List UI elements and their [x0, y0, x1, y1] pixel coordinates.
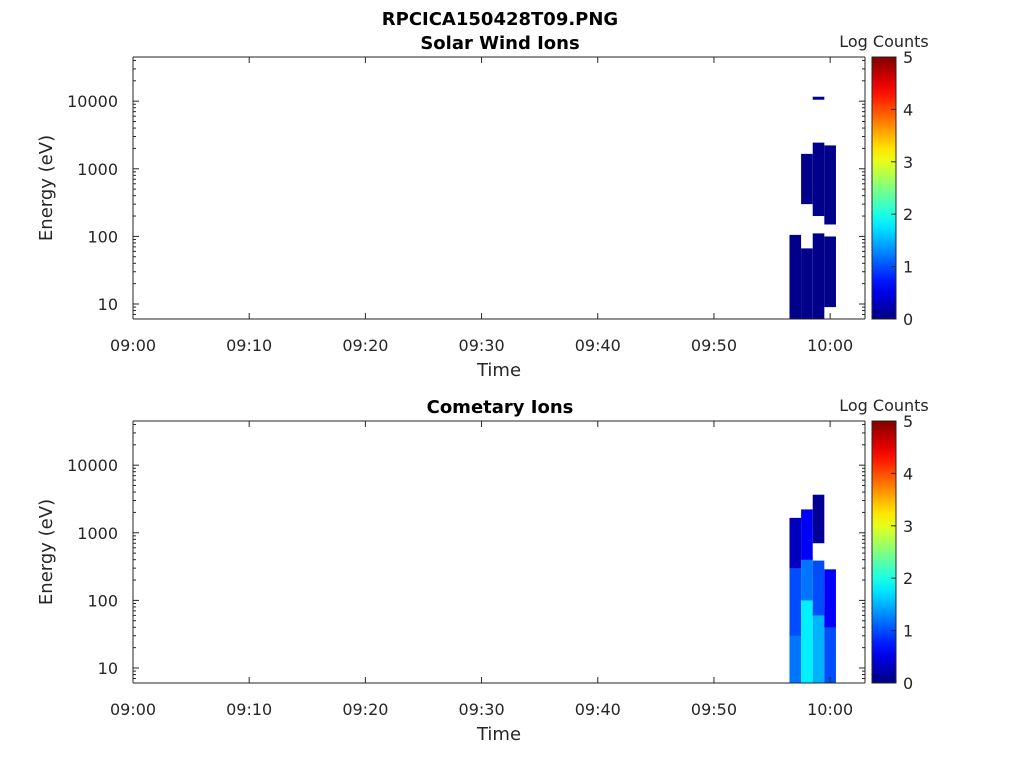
heatmap-cell [801, 248, 813, 319]
colorbar-tick-label: 0 [903, 674, 913, 693]
x-tick-label: 09:30 [459, 700, 505, 719]
x-tick-label: 09:20 [342, 336, 388, 355]
panel-title: Solar Wind Ions [420, 33, 579, 54]
heatmap-cell [801, 509, 813, 560]
x-tick-label: 10:00 [807, 336, 853, 355]
colorbar-label: Log Counts [839, 396, 929, 415]
heatmap-cell [824, 569, 836, 628]
x-axis-label: Time [476, 360, 521, 381]
heatmap-cell [812, 494, 825, 544]
x-tick-label: 09:40 [575, 336, 621, 355]
y-tick-label: 10 [98, 659, 118, 678]
figure-title: RPCICA150428T09.PNG [382, 9, 618, 30]
panel-1: Solar Wind Ions 09:00 09:10 09:20 09:30 09:40… [36, 32, 929, 381]
x-tick-label: 09:20 [342, 700, 388, 719]
heatmap-cell [801, 597, 813, 683]
colorbar-label: Log Counts [839, 32, 929, 51]
x-axis-label: Time [476, 724, 521, 745]
heatmap-cell [824, 624, 836, 683]
heatmap-cell [801, 556, 813, 601]
x-tick-label: 09:10 [226, 700, 272, 719]
heatmap-cell [812, 560, 825, 616]
x-tick-label: 09:50 [691, 700, 737, 719]
y-tick-label: 10000 [67, 92, 118, 111]
heatmap-cell [789, 517, 802, 569]
y-axis-label: Energy (eV) [36, 499, 57, 605]
colorbar-tick-label: 4 [903, 464, 913, 483]
y-tick-label: 100 [87, 591, 118, 610]
colorbar-tick-label: 3 [903, 153, 913, 172]
y-tick-label: 100 [87, 227, 118, 246]
heatmap-cell [789, 234, 802, 319]
y-axis-label: Energy (eV) [36, 135, 57, 241]
panel-2: Cometary Ions 09:00 09:10 09:20 09:30 09:40 09… [36, 396, 929, 745]
heatmap-cell [812, 233, 825, 319]
colorbar-tick-label: 0 [903, 310, 913, 329]
colorbar-tick-label: 1 [903, 258, 913, 277]
colorbar [871, 420, 897, 684]
y-tick-label: 10 [98, 295, 118, 314]
heatmap-cell [789, 632, 802, 683]
heatmap-cell [824, 236, 836, 308]
heatmap-cell [812, 612, 825, 683]
x-tick-label: 10:00 [807, 700, 853, 719]
y-tick-label: 10000 [67, 456, 118, 475]
x-tick-label: 09:00 [110, 336, 156, 355]
x-tick-label: 09:10 [226, 336, 272, 355]
heatmap-cell [801, 153, 813, 205]
heatmap-cell [812, 96, 825, 100]
x-tick-label: 09:40 [575, 700, 621, 719]
colorbar-tick-label: 2 [903, 205, 913, 224]
heatmap-cell [812, 142, 825, 217]
x-tick-label: 09:50 [691, 336, 737, 355]
heatmap-cells [789, 96, 836, 319]
y-tick-label: 1000 [77, 160, 118, 179]
heatmap-cell [789, 565, 802, 636]
colorbar-tick-label: 5 [903, 48, 913, 67]
colorbar-tick-label: 5 [903, 412, 913, 431]
x-tick-label: 09:30 [459, 336, 505, 355]
colorbar-tick-label: 1 [903, 622, 913, 641]
colorbar-tick-label: 4 [903, 100, 913, 119]
colorbar [871, 56, 897, 320]
heatmap-cell [824, 145, 836, 225]
heatmap-cells [789, 494, 836, 683]
panel-title: Cometary Ions [427, 397, 574, 418]
colorbar-tick-label: 2 [903, 569, 913, 588]
x-tick-label: 09:00 [110, 700, 156, 719]
y-tick-label: 1000 [77, 524, 118, 543]
colorbar-tick-label: 3 [903, 517, 913, 536]
